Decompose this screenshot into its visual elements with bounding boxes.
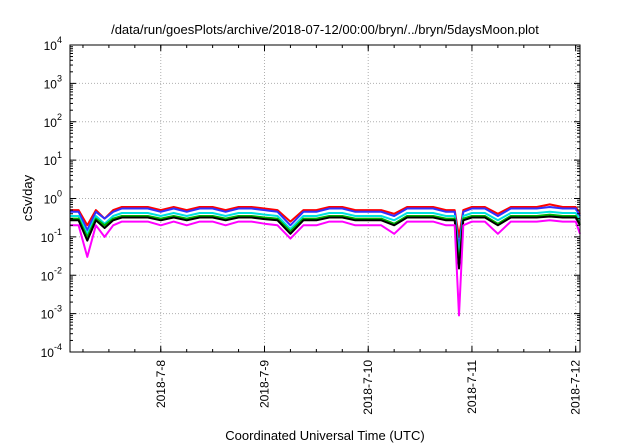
chart-title: /data/run/goesPlots/archive/2018-07-12/0…	[111, 22, 539, 37]
y-tick-label: 101	[44, 150, 62, 168]
grid	[70, 45, 580, 352]
x-tick-label: 2018-7-11	[465, 360, 479, 414]
series-3-line	[70, 213, 581, 265]
series-layer	[70, 203, 581, 317]
x-axis: 2018-7-8 2018-7-9 2018-7-10 2018-7-11 2018-7…	[82, 45, 583, 415]
y-tick-label: 10-2	[41, 265, 62, 283]
y-tick-label: 10-4	[41, 342, 62, 360]
y-tick-label: 102	[44, 112, 62, 130]
x-tick-label: 2018-7-12	[569, 360, 583, 415]
series-1-line	[70, 206, 581, 250]
y-axis-label: cSv/day	[20, 174, 35, 221]
y-tick-label: 103	[44, 73, 62, 91]
y-tick-label: 10-1	[41, 227, 62, 245]
series-0-line	[70, 203, 581, 238]
x-axis-label: Coordinated Universal Time (UTC)	[225, 428, 424, 443]
y-tick-label: 104	[44, 35, 62, 53]
x-tick-label: 2018-7-9	[257, 360, 271, 408]
x-tick-label: 2018-7-8	[154, 360, 168, 408]
y-tick-label: 100	[44, 189, 62, 207]
series-4-line	[70, 215, 581, 270]
y-axis: 10-4 10-3 10-2 10-1 100 101 102 103 104	[41, 35, 580, 360]
y-tick-label: 10-3	[41, 304, 62, 322]
x-tick-label: 2018-7-10	[361, 360, 375, 415]
series-5-line	[70, 219, 581, 317]
series-2-line	[70, 210, 581, 258]
